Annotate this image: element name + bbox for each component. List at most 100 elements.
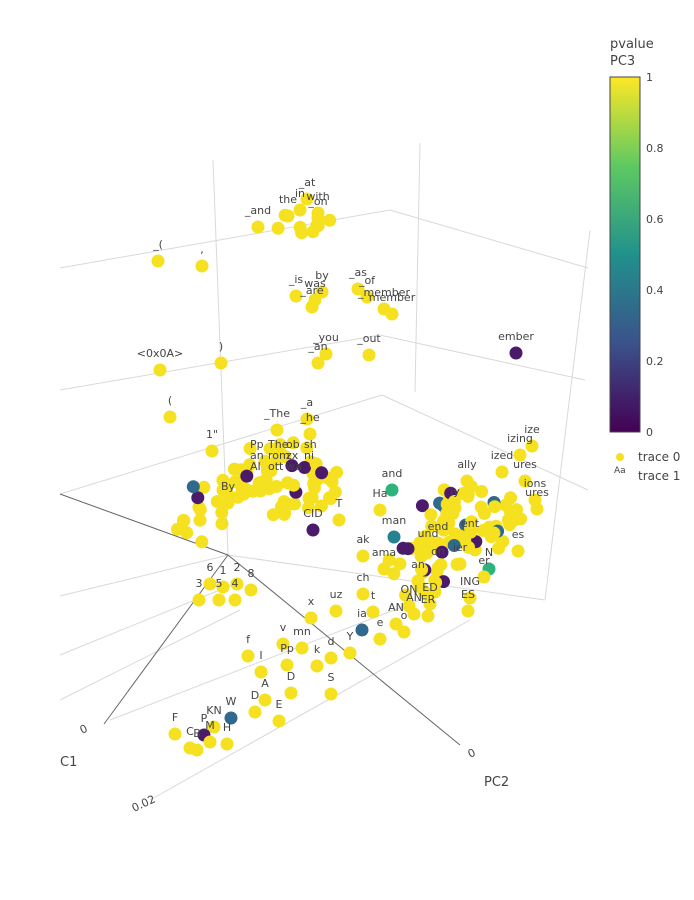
scatter-point <box>277 507 291 521</box>
point-label: ott <box>268 460 284 473</box>
point-label: _a <box>300 396 313 409</box>
point-label: ized <box>491 449 514 462</box>
scatter-point <box>323 213 337 227</box>
scatter-point <box>163 410 177 424</box>
scatter-point <box>300 441 314 455</box>
scatter-point <box>421 609 435 623</box>
point-label: 1" <box>206 428 218 441</box>
scatter-point <box>311 219 325 233</box>
point-label: 3 <box>196 577 203 590</box>
scatter-point <box>216 473 230 487</box>
legend[interactable]: trace 0 Aa trace 1 <box>614 450 680 483</box>
scatter-point <box>461 604 475 618</box>
legend-label: trace 0 <box>638 450 680 464</box>
scatter-point <box>195 535 209 549</box>
scatter-point <box>295 226 309 240</box>
scatter-point <box>387 567 401 581</box>
point-label: ent <box>461 517 480 530</box>
scatter-point <box>488 500 502 514</box>
scatter-point <box>315 466 329 480</box>
scatter-point <box>272 714 286 728</box>
point-label: ember <box>498 330 534 343</box>
colorbar-gradient <box>609 76 641 433</box>
point-label: _on <box>307 195 327 208</box>
scatter-point <box>465 515 478 529</box>
scatter-point <box>324 651 338 665</box>
scatter-point <box>413 580 427 594</box>
point-label: 6 <box>207 561 214 574</box>
scatter-point <box>193 513 207 527</box>
scatter-point <box>407 607 421 621</box>
point-label: ( <box>168 394 172 407</box>
point-label: ures <box>525 486 549 499</box>
scatter-point <box>492 541 505 555</box>
scatter-point <box>300 412 314 426</box>
colorbar-title-line1: pvalue <box>610 37 654 52</box>
scatter-point <box>464 525 478 539</box>
legend-item-trace-1[interactable]: trace 1 <box>638 469 680 483</box>
point-label: KN <box>206 704 221 717</box>
point-label: man <box>382 514 406 527</box>
point-label: F <box>172 711 178 724</box>
scatter-point <box>525 439 539 453</box>
scatter-point <box>271 221 285 235</box>
scatter-point <box>475 485 489 498</box>
scatter-point <box>151 254 165 268</box>
point-label: Y <box>346 630 354 643</box>
scatter-point <box>191 491 205 505</box>
point-label: x <box>308 595 315 608</box>
scatter-point <box>270 480 284 493</box>
colorbar-tick: 0.4 <box>646 284 664 297</box>
point-label: zx <box>286 449 299 462</box>
point-label: 2 <box>234 561 241 574</box>
point-label: d <box>328 635 335 648</box>
legend-label: trace 1 <box>638 469 680 483</box>
point-label: o <box>401 609 408 622</box>
scatter-point <box>463 591 477 605</box>
legend-marker-icon <box>616 453 624 461</box>
point-label: mn <box>293 625 311 638</box>
scatter-point <box>153 363 167 377</box>
point-label: with <box>306 190 329 203</box>
scatter-point <box>423 597 437 611</box>
scatter-point <box>343 646 357 660</box>
scatter-point <box>258 693 272 707</box>
scatter-point <box>295 641 309 655</box>
scatter-point <box>314 499 328 513</box>
scatter-point <box>228 593 242 607</box>
scatter-point <box>237 487 250 501</box>
scatter-point <box>298 461 311 474</box>
colorbar-tick: 0.2 <box>646 355 664 368</box>
point-label: T <box>335 497 343 510</box>
scatter-point <box>448 495 461 508</box>
legend-item-trace-0[interactable]: trace 0 <box>616 450 680 464</box>
scatter-point <box>278 208 292 222</box>
point-label: rom <box>268 449 290 462</box>
point-label: k <box>314 643 321 656</box>
scatter-point <box>530 502 544 516</box>
scatter-point <box>453 529 467 543</box>
scatter-point <box>244 583 258 597</box>
point-label: ni <box>304 449 314 462</box>
point-label: ak <box>356 533 370 546</box>
scatter-point <box>227 462 241 476</box>
scatter-point <box>389 617 403 631</box>
point-label: A <box>261 677 269 690</box>
point-label: end <box>428 520 449 533</box>
scatter-point <box>305 491 319 504</box>
scatter-point <box>425 519 439 533</box>
point-label: _out <box>356 332 381 345</box>
scatter-point <box>289 289 303 303</box>
scatter-point <box>511 544 525 558</box>
y-tick-label: 0 <box>466 746 478 761</box>
point-label: _member <box>357 286 410 299</box>
scatter-point <box>197 480 211 494</box>
scatter-point <box>382 553 396 567</box>
colorbar: pvalue PC3 1 0.8 0.6 0.4 0.2 0 <box>609 37 664 439</box>
scatter-point <box>362 348 376 362</box>
scatter-point <box>276 637 290 651</box>
point-label: <0x0A> <box>137 347 183 360</box>
point-label: e <box>377 616 384 629</box>
scatter-point <box>509 346 523 360</box>
colorbar-tick: 0.8 <box>646 142 664 155</box>
